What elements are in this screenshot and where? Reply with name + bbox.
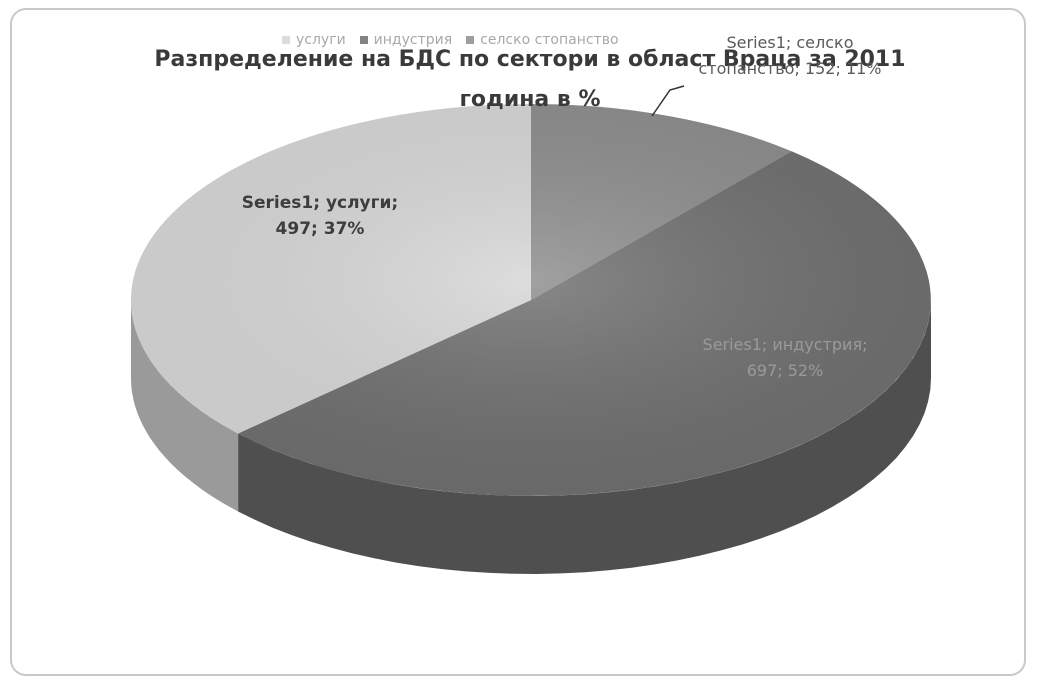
legend-label-industry: индустрия [373,32,453,48]
legend-item-industry: индустрия [359,32,453,48]
chart-title: Разпределение на БДС по сектори в област… [154,47,906,112]
legend-swatch-agri [466,36,475,44]
data-label-agri: Series1; селско стопанство; 152; 11% [698,33,882,78]
leader-line [651,85,685,117]
data-label-services: Series1; услуги; 497; 37% [241,193,399,239]
legend-item-services: услуги [282,32,346,48]
data-label-industry: Series1; индустрия; 697; 52% [702,335,868,380]
legend-swatch-services [282,36,290,44]
pie-side-industry [238,300,932,574]
chart-legend: услуги индустрия селско стопанство [282,32,619,48]
pie-shading [131,104,931,496]
pie-side-services [131,300,239,512]
legend-label-agri: селско стопанство [480,32,619,48]
legend-swatch-industry [359,36,368,44]
legend-item-agri: селско стопанство [466,32,619,48]
legend-label-services: услуги [296,32,346,48]
